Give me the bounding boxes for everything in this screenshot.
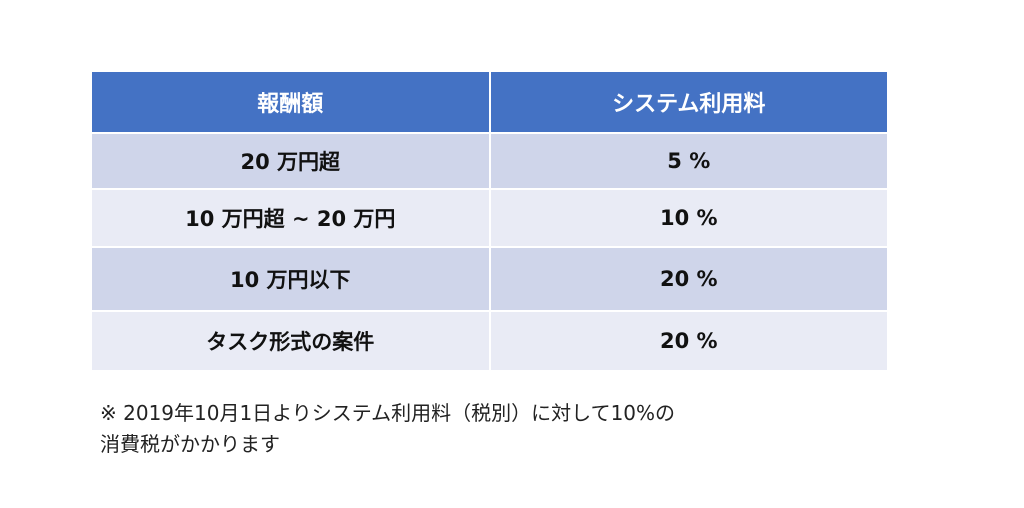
system-fee-cell: 20 %: [488, 311, 887, 370]
reward-amount-cell: 10 万円超 ~ 20 万円: [92, 189, 490, 247]
fee-table: 報酬額 システム利用料 20 万円超 5 % 10 万円超 ~ 20 万円 10…: [92, 72, 887, 370]
tax-note-line-1: ※ 2019年10月1日よりシステム利用料（税別）に対して10%の: [100, 401, 676, 425]
header-system-fee: システム利用料: [488, 72, 887, 133]
header-reward-amount: 報酬額: [92, 72, 490, 133]
table-row: タスク形式の案件 20 %: [92, 311, 887, 370]
tax-note-line-2: 消費税がかかります: [100, 432, 280, 456]
reward-amount-cell: 20 万円超: [92, 133, 490, 189]
table-row: 10 万円超 ~ 20 万円 10 %: [92, 189, 887, 247]
tax-note: ※ 2019年10月1日よりシステム利用料（税別）に対して10%の 消費税がかか…: [100, 398, 860, 460]
system-fee-cell: 20 %: [488, 247, 887, 311]
table-row: 10 万円以下 20 %: [92, 247, 887, 311]
system-fee-cell: 5 %: [488, 133, 887, 189]
reward-amount-cell: タスク形式の案件: [92, 311, 490, 370]
system-fee-cell: 10 %: [488, 189, 887, 247]
reward-amount-cell: 10 万円以下: [92, 247, 490, 311]
table-row: 20 万円超 5 %: [92, 133, 887, 189]
table-header-row: 報酬額 システム利用料: [92, 72, 887, 133]
